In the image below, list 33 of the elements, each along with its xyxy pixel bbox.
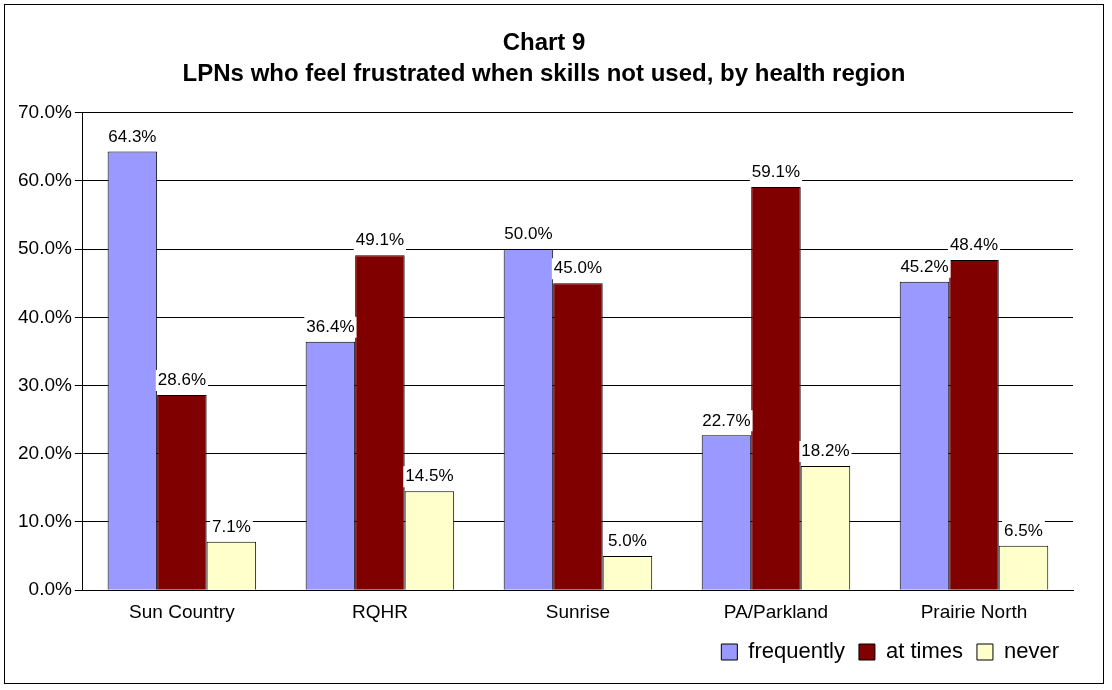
y-tick-label: 20.0%: [18, 441, 72, 463]
x-tick-label: Sun Country: [129, 600, 236, 622]
data-label: 64.3%: [108, 126, 157, 146]
y-tick-label: 70.0%: [18, 100, 72, 122]
data-label: 59.1%: [751, 162, 801, 182]
y-tick-label: 60.0%: [18, 169, 72, 191]
x-tick-label: PA/Parkland: [723, 600, 829, 622]
y-tick-label: 0.0%: [28, 578, 72, 600]
data-label: 49.1%: [355, 230, 405, 250]
data-label: 36.4%: [306, 317, 355, 337]
data-label: 6.5%: [1004, 521, 1043, 541]
data-label: 48.4%: [949, 235, 999, 255]
legend-label: never: [1003, 638, 1060, 664]
legend-label: frequently: [748, 638, 845, 664]
y-tick-label: 40.0%: [18, 305, 72, 327]
y-tick-label: 10.0%: [18, 510, 72, 532]
data-label: 7.1%: [212, 516, 251, 536]
legend-label: at times: [885, 638, 963, 664]
data-label: 45.2%: [900, 256, 949, 276]
data-label: 22.7%: [702, 410, 751, 430]
data-label: 14.5%: [405, 466, 454, 486]
data-label: 18.2%: [801, 441, 850, 461]
data-label: 5.0%: [608, 531, 647, 551]
x-tick-label: Sunrise: [545, 600, 611, 622]
y-tick-label: 50.0%: [18, 237, 72, 259]
chart-title: Chart 9: [502, 28, 586, 56]
y-tick-label: 30.0%: [18, 373, 72, 395]
x-tick-label: Prairie North: [920, 600, 1028, 622]
x-tick-label: RQHR: [351, 600, 408, 622]
data-label: 28.6%: [157, 370, 206, 390]
data-label: 45.0%: [553, 258, 603, 278]
data-label: 50.0%: [504, 224, 553, 244]
chart-subtitle: LPNs who feel frustrated when skills not used, by health region: [182, 58, 906, 86]
